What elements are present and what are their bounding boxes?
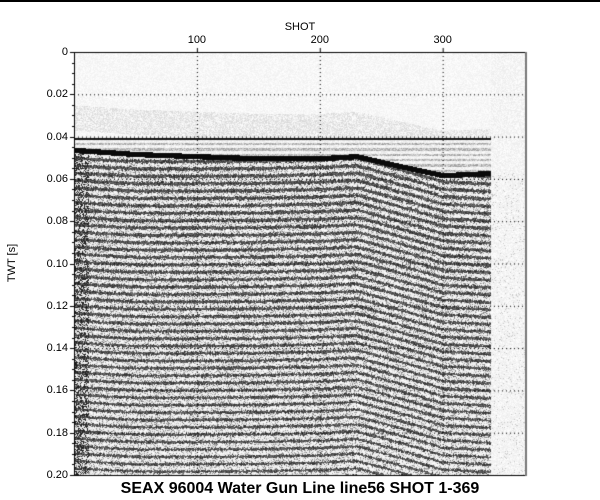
y-tick-label: 0.08 (46, 215, 68, 228)
y-tick-label: 0.02 (46, 88, 68, 101)
y-tick-label: 0 (61, 46, 68, 58)
x-tick-label: 300 (433, 34, 452, 46)
y-tick-label: 0.06 (46, 172, 68, 185)
x-tick-label: 200 (310, 34, 329, 46)
y-tick-label: 0.16 (46, 384, 68, 397)
y-axis-label: TWT [s] (6, 243, 18, 283)
y-tick-label: 0.10 (46, 257, 68, 270)
x-tick-label: 100 (187, 34, 207, 46)
y-tick-label: 0.20 (46, 469, 68, 481)
y-tick-label: 0.04 (46, 130, 68, 143)
y-tick-label: 0.14 (46, 342, 68, 355)
y-tick-label: 0.12 (46, 299, 68, 312)
x-axis-label: SHOT (284, 21, 316, 33)
chart-title: SEAX 96004 Water Gun Line line56 SHOT 1-… (120, 480, 480, 497)
y-tick-label: 0.18 (46, 426, 68, 439)
